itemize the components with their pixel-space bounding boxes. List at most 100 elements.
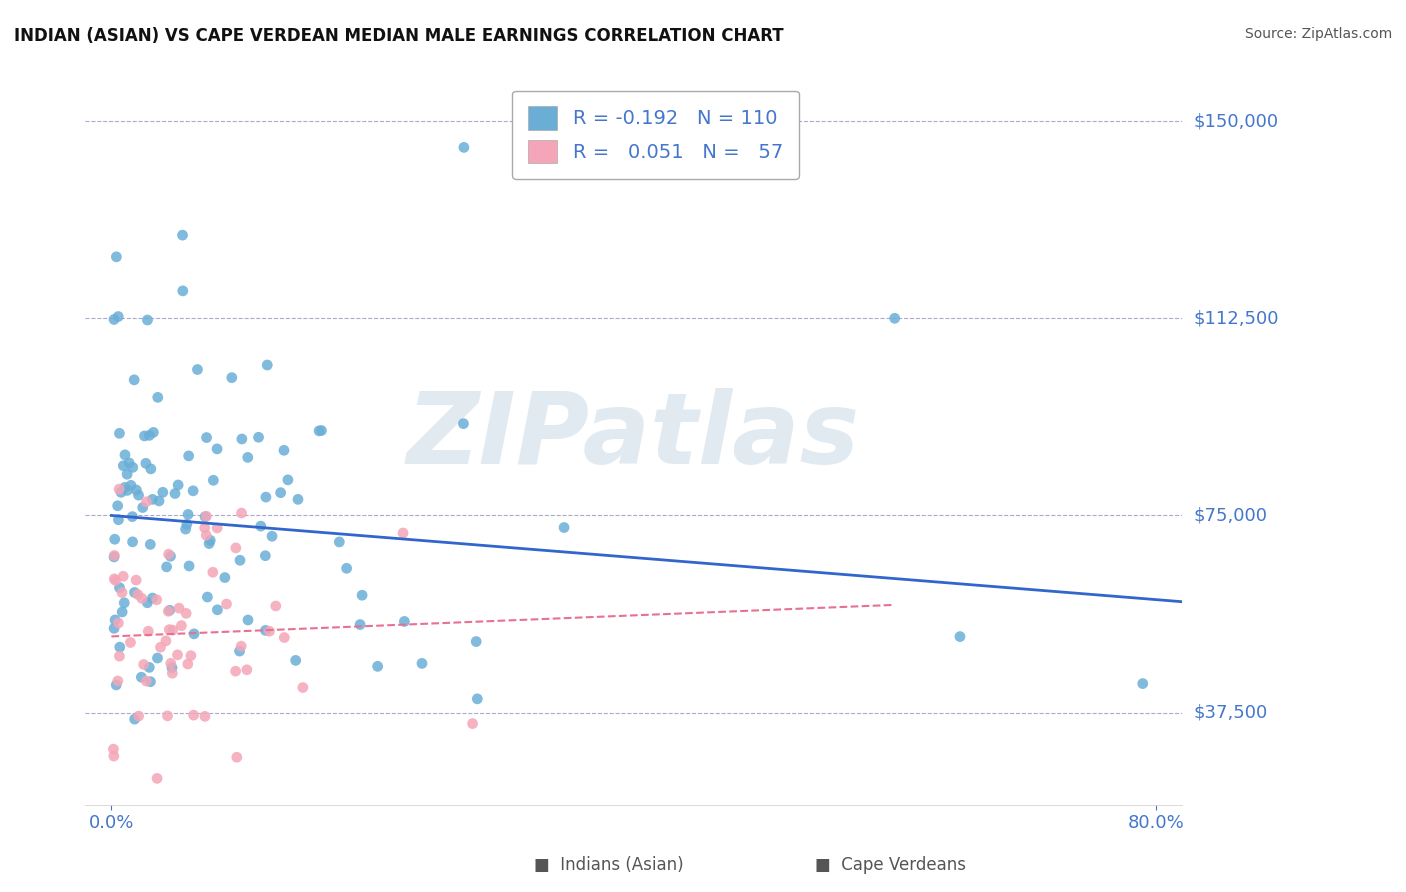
Indians (Asian) — [108, 581, 131, 595]
Cape Verdeans — [461, 716, 484, 731]
Cape Verdeans — [167, 601, 190, 615]
Indians (Asian) — [118, 456, 141, 470]
Cape Verdeans — [103, 742, 125, 756]
Indians (Asian) — [394, 615, 416, 629]
Indians (Asian) — [139, 537, 162, 551]
Cape Verdeans — [162, 623, 184, 637]
Cape Verdeans — [127, 587, 149, 601]
Cape Verdeans — [136, 624, 159, 639]
Cape Verdeans — [225, 664, 247, 678]
Indians (Asian) — [352, 588, 374, 602]
Indians (Asian) — [115, 467, 138, 482]
Indians (Asian) — [104, 613, 127, 627]
Cape Verdeans — [155, 633, 177, 648]
Cape Verdeans — [225, 750, 247, 764]
Indians (Asian) — [107, 513, 129, 527]
Indians (Asian) — [122, 373, 145, 387]
Indians (Asian) — [146, 390, 169, 404]
Cape Verdeans — [259, 624, 281, 639]
Cape Verdeans — [157, 604, 180, 618]
Indians (Asian) — [124, 712, 146, 726]
Indians (Asian) — [198, 536, 221, 550]
Text: ■  Indians (Asian): ■ Indians (Asian) — [534, 856, 683, 874]
Cape Verdeans — [103, 572, 125, 586]
Text: INDIAN (ASIAN) VS CAPE VERDEAN MEDIAN MALE EARNINGS CORRELATION CHART: INDIAN (ASIAN) VS CAPE VERDEAN MEDIAN MA… — [14, 27, 783, 45]
Indians (Asian) — [229, 553, 252, 567]
Indians (Asian) — [120, 478, 142, 492]
Cape Verdeans — [201, 566, 224, 580]
Indians (Asian) — [114, 480, 136, 494]
Indians (Asian) — [277, 473, 299, 487]
Indians (Asian) — [308, 424, 330, 438]
Indians (Asian) — [128, 488, 150, 502]
Text: ZIPatlas: ZIPatlas — [408, 388, 860, 485]
Indians (Asian) — [254, 490, 277, 504]
Indians (Asian) — [172, 228, 194, 243]
Indians (Asian) — [146, 651, 169, 665]
Cape Verdeans — [291, 681, 314, 695]
Indians (Asian) — [177, 449, 200, 463]
Cape Verdeans — [177, 657, 200, 671]
Indians (Asian) — [159, 549, 181, 564]
Cape Verdeans — [108, 649, 131, 664]
Cape Verdeans — [135, 674, 157, 689]
Cape Verdeans — [264, 599, 287, 613]
Indians (Asian) — [155, 560, 177, 574]
Text: $37,500: $37,500 — [1194, 704, 1267, 722]
Cape Verdeans — [156, 709, 179, 723]
Cape Verdeans — [180, 648, 202, 663]
Indians (Asian) — [107, 499, 129, 513]
Indians (Asian) — [596, 125, 619, 139]
Indians (Asian) — [104, 533, 127, 547]
Cape Verdeans — [231, 639, 253, 653]
Indians (Asian) — [186, 362, 208, 376]
Indians (Asian) — [114, 448, 136, 462]
Indians (Asian) — [138, 428, 160, 442]
Indians (Asian) — [138, 660, 160, 674]
Indians (Asian) — [136, 313, 159, 327]
Indians (Asian) — [131, 500, 153, 515]
Indians (Asian) — [1132, 676, 1154, 690]
Indians (Asian) — [103, 549, 125, 564]
Indians (Asian) — [139, 674, 162, 689]
Indians (Asian) — [284, 653, 307, 667]
Indians (Asian) — [202, 473, 225, 487]
Cape Verdeans — [107, 615, 129, 630]
Indians (Asian) — [465, 634, 488, 648]
Cape Verdeans — [104, 574, 127, 588]
Cape Verdeans — [120, 635, 142, 649]
Cape Verdeans — [108, 482, 131, 496]
Indians (Asian) — [254, 549, 277, 563]
Text: ■  Cape Verdeans: ■ Cape Verdeans — [815, 856, 966, 874]
Indians (Asian) — [105, 250, 128, 264]
Indians (Asian) — [139, 462, 162, 476]
Cape Verdeans — [194, 521, 217, 535]
Indians (Asian) — [336, 561, 359, 575]
Indians (Asian) — [228, 644, 250, 658]
Indians (Asian) — [254, 624, 277, 638]
Indians (Asian) — [249, 519, 271, 533]
Indians (Asian) — [121, 509, 143, 524]
Cape Verdeans — [145, 592, 167, 607]
Cape Verdeans — [205, 521, 228, 535]
Indians (Asian) — [108, 426, 131, 441]
Cape Verdeans — [132, 657, 155, 672]
Cape Verdeans — [195, 528, 218, 542]
Indians (Asian) — [135, 456, 157, 470]
Indians (Asian) — [181, 483, 204, 498]
Legend: R = -0.192   N = 110, R =   0.051   N =   57: R = -0.192 N = 110, R = 0.051 N = 57 — [513, 91, 799, 179]
Indians (Asian) — [177, 558, 200, 573]
Indians (Asian) — [328, 535, 350, 549]
Indians (Asian) — [194, 509, 217, 524]
Cape Verdeans — [162, 666, 184, 681]
Indians (Asian) — [236, 450, 259, 465]
Indians (Asian) — [112, 596, 135, 610]
Indians (Asian) — [221, 370, 243, 384]
Indians (Asian) — [105, 678, 128, 692]
Indians (Asian) — [247, 430, 270, 444]
Cape Verdeans — [107, 673, 129, 688]
Cape Verdeans — [231, 506, 253, 520]
Indians (Asian) — [949, 630, 972, 644]
Indians (Asian) — [124, 585, 146, 599]
Indians (Asian) — [453, 417, 475, 431]
